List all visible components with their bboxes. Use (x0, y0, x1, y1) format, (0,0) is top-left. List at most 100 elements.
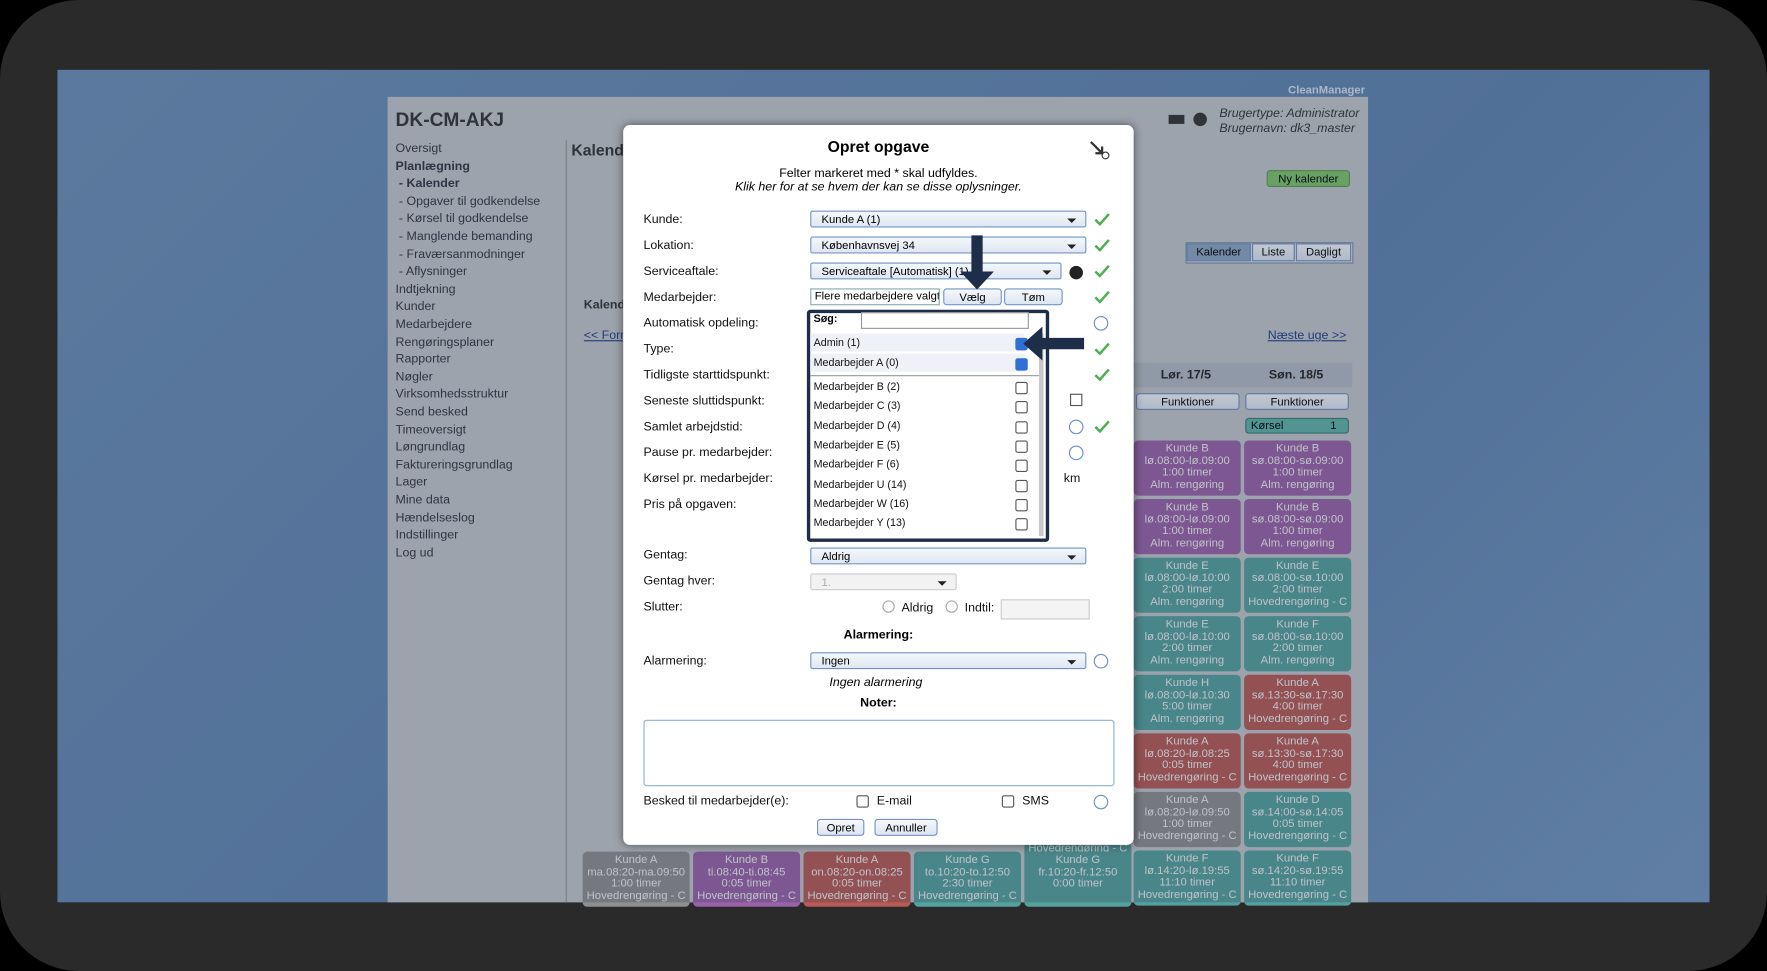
card-line: lø.08:00-lø.09:00 (1144, 455, 1230, 467)
dropdown-item[interactable]: Medarbejder D (4) (813, 419, 901, 433)
menu-item[interactable]: Hændelseslog (395, 510, 475, 525)
section-heading: Alarmering: (843, 628, 914, 643)
menu-item[interactable]: Lager (395, 475, 428, 490)
checkbox[interactable] (1001, 795, 1015, 808)
select-lokation[interactable]: Københavnsvej 34 (810, 236, 1087, 254)
next-week[interactable]: Næste uge >> (1267, 328, 1347, 343)
dropdown-item[interactable]: Medarbejder W (16) (813, 497, 909, 511)
menu-item[interactable]: Oversigt (395, 141, 442, 156)
menu-item[interactable]: Log ud (395, 546, 434, 560)
menu-item[interactable]: Kunder (395, 300, 436, 314)
prev-week[interactable]: << Forrige uge (583, 328, 623, 343)
menu-item[interactable]: Virksomhedsstruktur (395, 387, 509, 402)
search-input[interactable] (860, 312, 1029, 329)
menu-item[interactable]: Indtjekning (395, 282, 456, 297)
dropdown-item[interactable]: Medarbejder A (0) (813, 356, 899, 369)
menu-item[interactable]: Timeoversigt (395, 423, 467, 437)
card-line: Kunde G (945, 854, 990, 867)
notes-textarea[interactable] (643, 719, 1115, 787)
menu-item[interactable]: - Aflysninger (398, 264, 468, 279)
select-gentag[interactable]: Aldrig (810, 547, 1087, 565)
dropdown-item[interactable]: Admin (1) (813, 336, 861, 350)
menu-item[interactable]: Faktureringsgrundlag (395, 458, 513, 472)
new-calendar[interactable]: Ny kalender (1266, 170, 1351, 187)
menu-item[interactable]: Send besked (395, 405, 468, 420)
menu-item[interactable]: - Opgaver til godkendelse (398, 194, 541, 209)
view-tab[interactable]: Liste (1251, 243, 1295, 262)
checkbox[interactable] (856, 795, 869, 808)
menu-item[interactable]: - Kørsel til godkendelse (398, 212, 529, 226)
clear-button[interactable]: Tøm (1004, 288, 1063, 306)
menu-item[interactable]: Indstillinger (395, 528, 459, 543)
dropdown-item[interactable]: Medarbejder U (14) (813, 478, 907, 491)
radio[interactable] (945, 600, 958, 613)
menu-item[interactable]: Nøgler (395, 370, 433, 384)
menu-item[interactable]: - Kalender (398, 177, 460, 191)
menu-item[interactable]: Planlægning (395, 159, 470, 174)
radio[interactable] (882, 600, 895, 613)
view-tab[interactable]: Kalender (1186, 243, 1251, 262)
menu-item[interactable]: - Manglende bemanding (398, 229, 533, 244)
view-tab[interactable]: Dagligt (1295, 243, 1352, 262)
item-checkbox[interactable] (1015, 401, 1028, 414)
dropdown-item[interactable]: Medarbejder F (6) (813, 458, 900, 472)
dropdown-item[interactable]: Medarbejder B (2) (813, 380, 900, 394)
dropdown-item[interactable]: Medarbejder E (5) (813, 439, 900, 452)
field-label: Kørsel pr. medarbejder: (643, 471, 773, 486)
menu-item[interactable]: Rengøringsplaner (395, 335, 495, 349)
employee-input[interactable]: Flere medarbejdere valgt (810, 288, 940, 306)
select-kunde[interactable]: Kunde A (1) (810, 210, 1087, 228)
item-checkbox[interactable] (1015, 498, 1028, 512)
menu-item[interactable]: Løngrundlag (395, 440, 466, 455)
menu-item[interactable]: Medarbejdere (395, 317, 473, 332)
functions-button[interactable]: Funktioner (1135, 393, 1240, 411)
card-line: Alm. rengøring (1150, 537, 1225, 550)
item-checkbox[interactable] (1015, 479, 1028, 492)
select-alarmering[interactable]: Ingen (810, 652, 1087, 670)
select-serviceaftale[interactable]: Serviceaftale [Automatisk] (1) (810, 262, 1062, 280)
status-icons (1068, 213, 1110, 810)
item-checkbox[interactable] (1015, 459, 1028, 473)
close-icon[interactable] (1089, 140, 1112, 160)
item-checkbox[interactable] (1015, 518, 1028, 531)
submit-button[interactable]: Opret (817, 818, 865, 836)
functions-button[interactable]: Funktioner (1245, 393, 1349, 411)
menu-item[interactable]: Rapporter (395, 352, 451, 367)
item-checkbox[interactable] (1015, 440, 1028, 453)
item-checkbox[interactable] (1015, 357, 1028, 371)
dropdown-item[interactable]: Medarbejder Y (13) (813, 517, 906, 530)
choose-button[interactable]: Vælg (943, 288, 1002, 306)
field-label: Slutter: (643, 600, 683, 614)
modal-note-link[interactable]: Klik her for at se hvem der kan se disse… (734, 180, 1022, 194)
item-checkbox[interactable] (1015, 420, 1028, 434)
cancel-button[interactable]: Annuller (874, 818, 938, 836)
card-line: Kunde F (1276, 853, 1319, 866)
menu-item[interactable]: Mine data (395, 493, 450, 507)
card-line: Alm. rengøring (1150, 713, 1225, 725)
item-checkbox[interactable] (1015, 381, 1028, 395)
menu-item[interactable]: - Fraværsanmodninger (398, 247, 525, 261)
card-line: 0:05 timer (1162, 760, 1213, 772)
dropdown-item[interactable]: Medarbejder C (3) (813, 400, 901, 413)
